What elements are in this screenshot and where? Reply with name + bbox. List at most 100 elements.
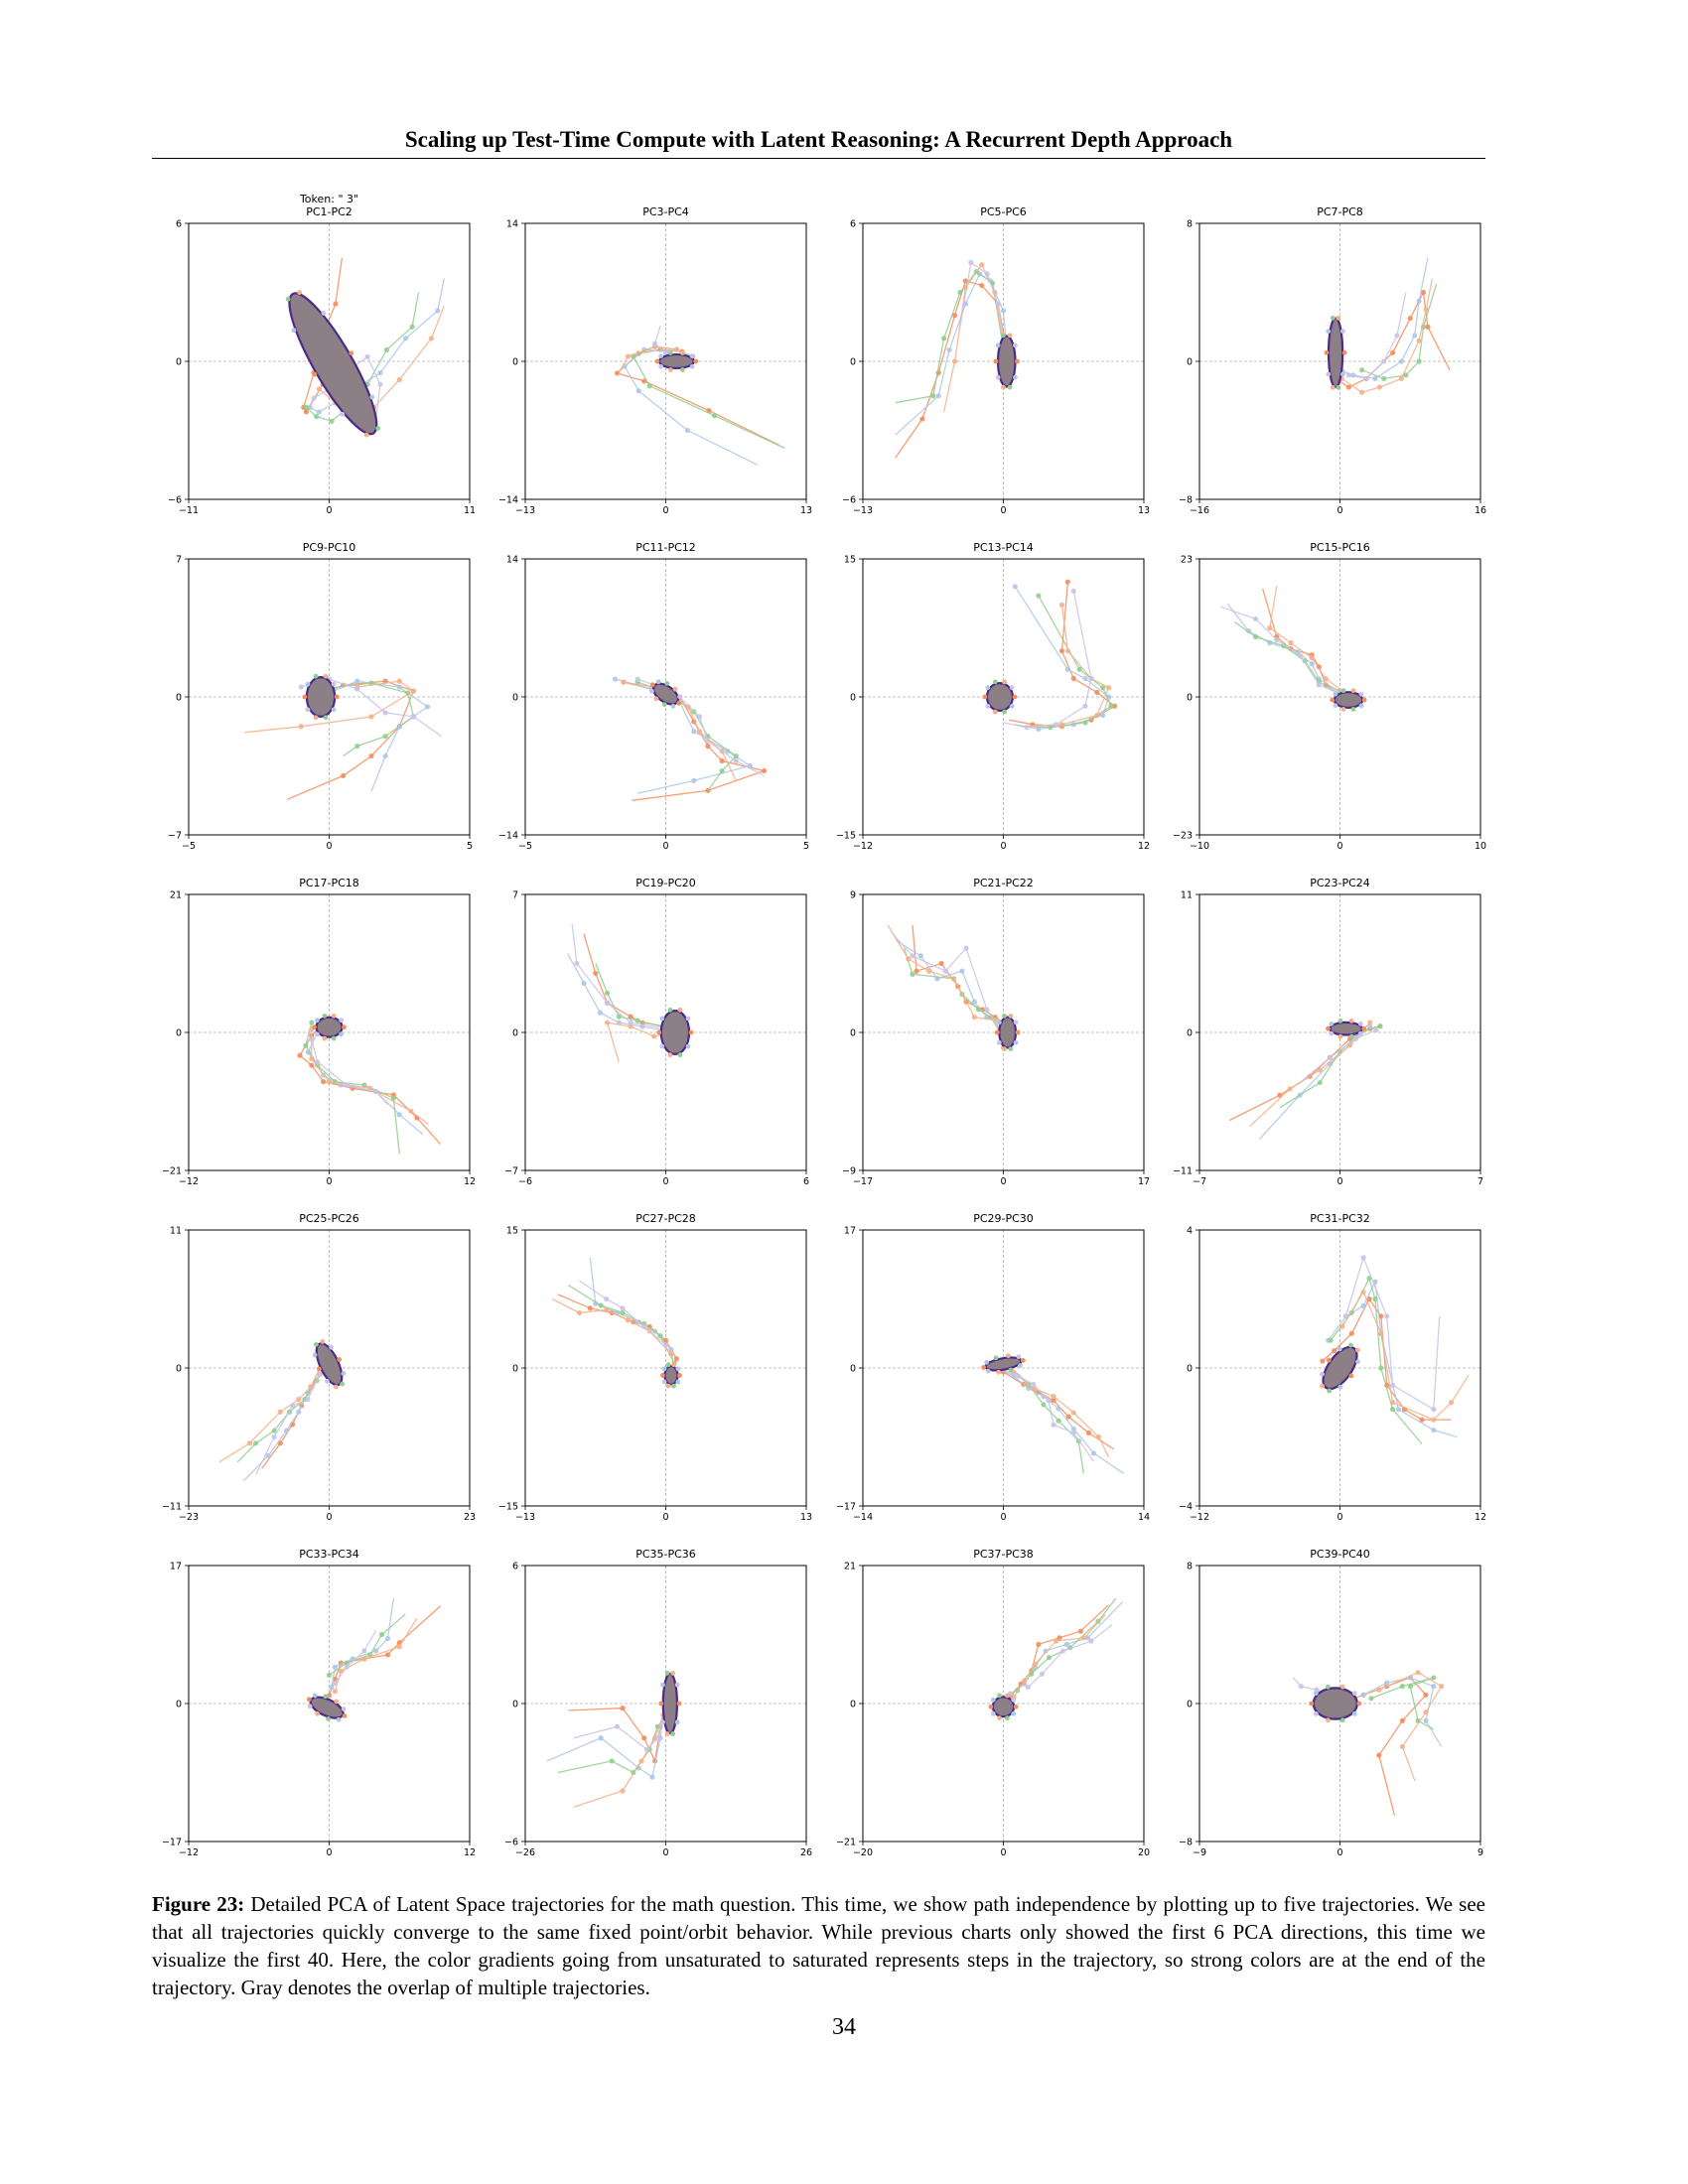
trajectory-point (377, 381, 383, 387)
trajectory-point (1367, 1024, 1373, 1029)
trajectory-point (963, 945, 969, 951)
trajectory-point (654, 1735, 660, 1741)
trajectory-line-1 (616, 348, 780, 446)
cluster-point (1361, 697, 1367, 703)
cluster-point (985, 1368, 991, 1374)
fixed-point-cluster (654, 350, 699, 372)
fixed-point-orbit (1333, 691, 1364, 709)
trajectory-point (684, 427, 690, 434)
cluster-point (1358, 703, 1364, 709)
trajectory-point (1377, 1024, 1383, 1029)
trajectory-line-3 (1370, 1677, 1435, 1730)
pca-panel-16: PC31-PC32 −12 0 12 −4 0 4 (1179, 1212, 1486, 1523)
trajectory-line-1 (299, 1022, 441, 1145)
cluster-point (375, 426, 380, 431)
trajectory-point (574, 960, 580, 967)
x-tick-label: −10 (1190, 841, 1209, 852)
trajectory-point (614, 1723, 621, 1729)
trajectory-line-3 (595, 963, 671, 1029)
trajectory-point (673, 346, 679, 352)
trajectory-point (314, 414, 320, 420)
y-tick-label: −11 (162, 1502, 182, 1513)
trajectory-point (696, 729, 703, 735)
trajectory-point (408, 1108, 414, 1115)
trajectory-line-3 (568, 1285, 675, 1364)
trajectory-point (1327, 1054, 1333, 1060)
trajectory-line-3 (1234, 620, 1340, 695)
y-tick-label: 8 (1187, 219, 1193, 230)
trajectory-point (938, 960, 944, 967)
trajectory-point (1398, 358, 1405, 364)
cluster-point (993, 1355, 999, 1361)
trajectory-point (1360, 1302, 1366, 1309)
trajectory-point (344, 1082, 350, 1088)
trajectory-point (1082, 675, 1088, 682)
trajectory-point (297, 1052, 303, 1058)
cluster-point (649, 682, 655, 688)
trajectory-point (1085, 1430, 1092, 1436)
fixed-point-orbit (661, 1672, 679, 1735)
trajectory-point (1051, 1422, 1056, 1428)
cluster-point (1320, 1383, 1326, 1389)
trajectory-point (326, 1672, 333, 1678)
cluster-point (1348, 1018, 1354, 1024)
cluster-point (655, 679, 661, 685)
x-tick-label: 13 (800, 1512, 812, 1523)
trajectory-point (1046, 1398, 1052, 1404)
trajectory-point (326, 1693, 333, 1699)
trajectory-point (1253, 633, 1259, 640)
trajectory-point (1423, 1717, 1429, 1723)
trajectory-point (1317, 1067, 1323, 1073)
trajectory-group (612, 676, 768, 801)
trajectory-line-4 (551, 1297, 672, 1355)
trajectory-point (1051, 1394, 1056, 1400)
panel-title: PC1-PC2 (306, 205, 352, 218)
trajectory-point (289, 1403, 296, 1409)
trajectory-point (315, 1059, 321, 1065)
panel-title: PC27-PC28 (635, 1212, 696, 1225)
trajectory-point (1012, 584, 1018, 590)
trajectory-point (1368, 1696, 1374, 1702)
trajectory-point (1360, 1289, 1366, 1296)
trajectory-point (316, 409, 322, 415)
fixed-point-cluster (658, 1671, 682, 1736)
y-tick-label: 0 (850, 1700, 856, 1710)
trajectory-point (1032, 1661, 1038, 1667)
cluster-point (333, 1384, 339, 1390)
trajectory-line-3 (636, 681, 738, 791)
panel-title: PC21-PC22 (973, 877, 1034, 889)
cluster-point (677, 694, 682, 700)
trajectory-line-4 (1013, 1614, 1106, 1698)
trajectory-point (1316, 682, 1322, 688)
trajectory-group (297, 1020, 441, 1155)
trajectory-point (1036, 726, 1042, 733)
pca-panel-18: PC35-PC36 −26 0 26 −6 0 6 (504, 1548, 812, 1858)
trajectory-point (364, 353, 370, 359)
trajectory-point (246, 1440, 253, 1446)
cluster-point (340, 411, 346, 417)
trajectory-point (662, 1342, 669, 1348)
cluster-point (658, 363, 664, 369)
trajectory-point (1345, 384, 1351, 390)
trajectory-line-4 (942, 263, 1011, 413)
fixed-point-cluster (1325, 1018, 1367, 1039)
trajectory-line-4 (311, 1028, 430, 1126)
trajectory-point (942, 968, 948, 974)
x-tick-label: 12 (464, 1176, 476, 1187)
cluster-point (670, 1671, 676, 1676)
trajectory-group (551, 1257, 679, 1380)
fixed-point-cluster (994, 1014, 1021, 1051)
cluster-point (685, 1043, 691, 1049)
trajectory-point (1081, 1635, 1087, 1641)
fixed-point-orbit (996, 335, 1017, 388)
cluster-point (667, 367, 673, 372)
trajectory-line-2 (589, 1257, 675, 1373)
trajectory-line-5 (1299, 1028, 1377, 1083)
trajectory-point (1031, 1385, 1037, 1392)
trajectory-point (1070, 675, 1076, 682)
cluster-point (1351, 1691, 1357, 1697)
trajectory-point (1431, 1675, 1437, 1681)
cluster-point (674, 1682, 680, 1688)
x-tick-label: 5 (467, 841, 473, 852)
y-tick-label: −21 (162, 1166, 182, 1177)
